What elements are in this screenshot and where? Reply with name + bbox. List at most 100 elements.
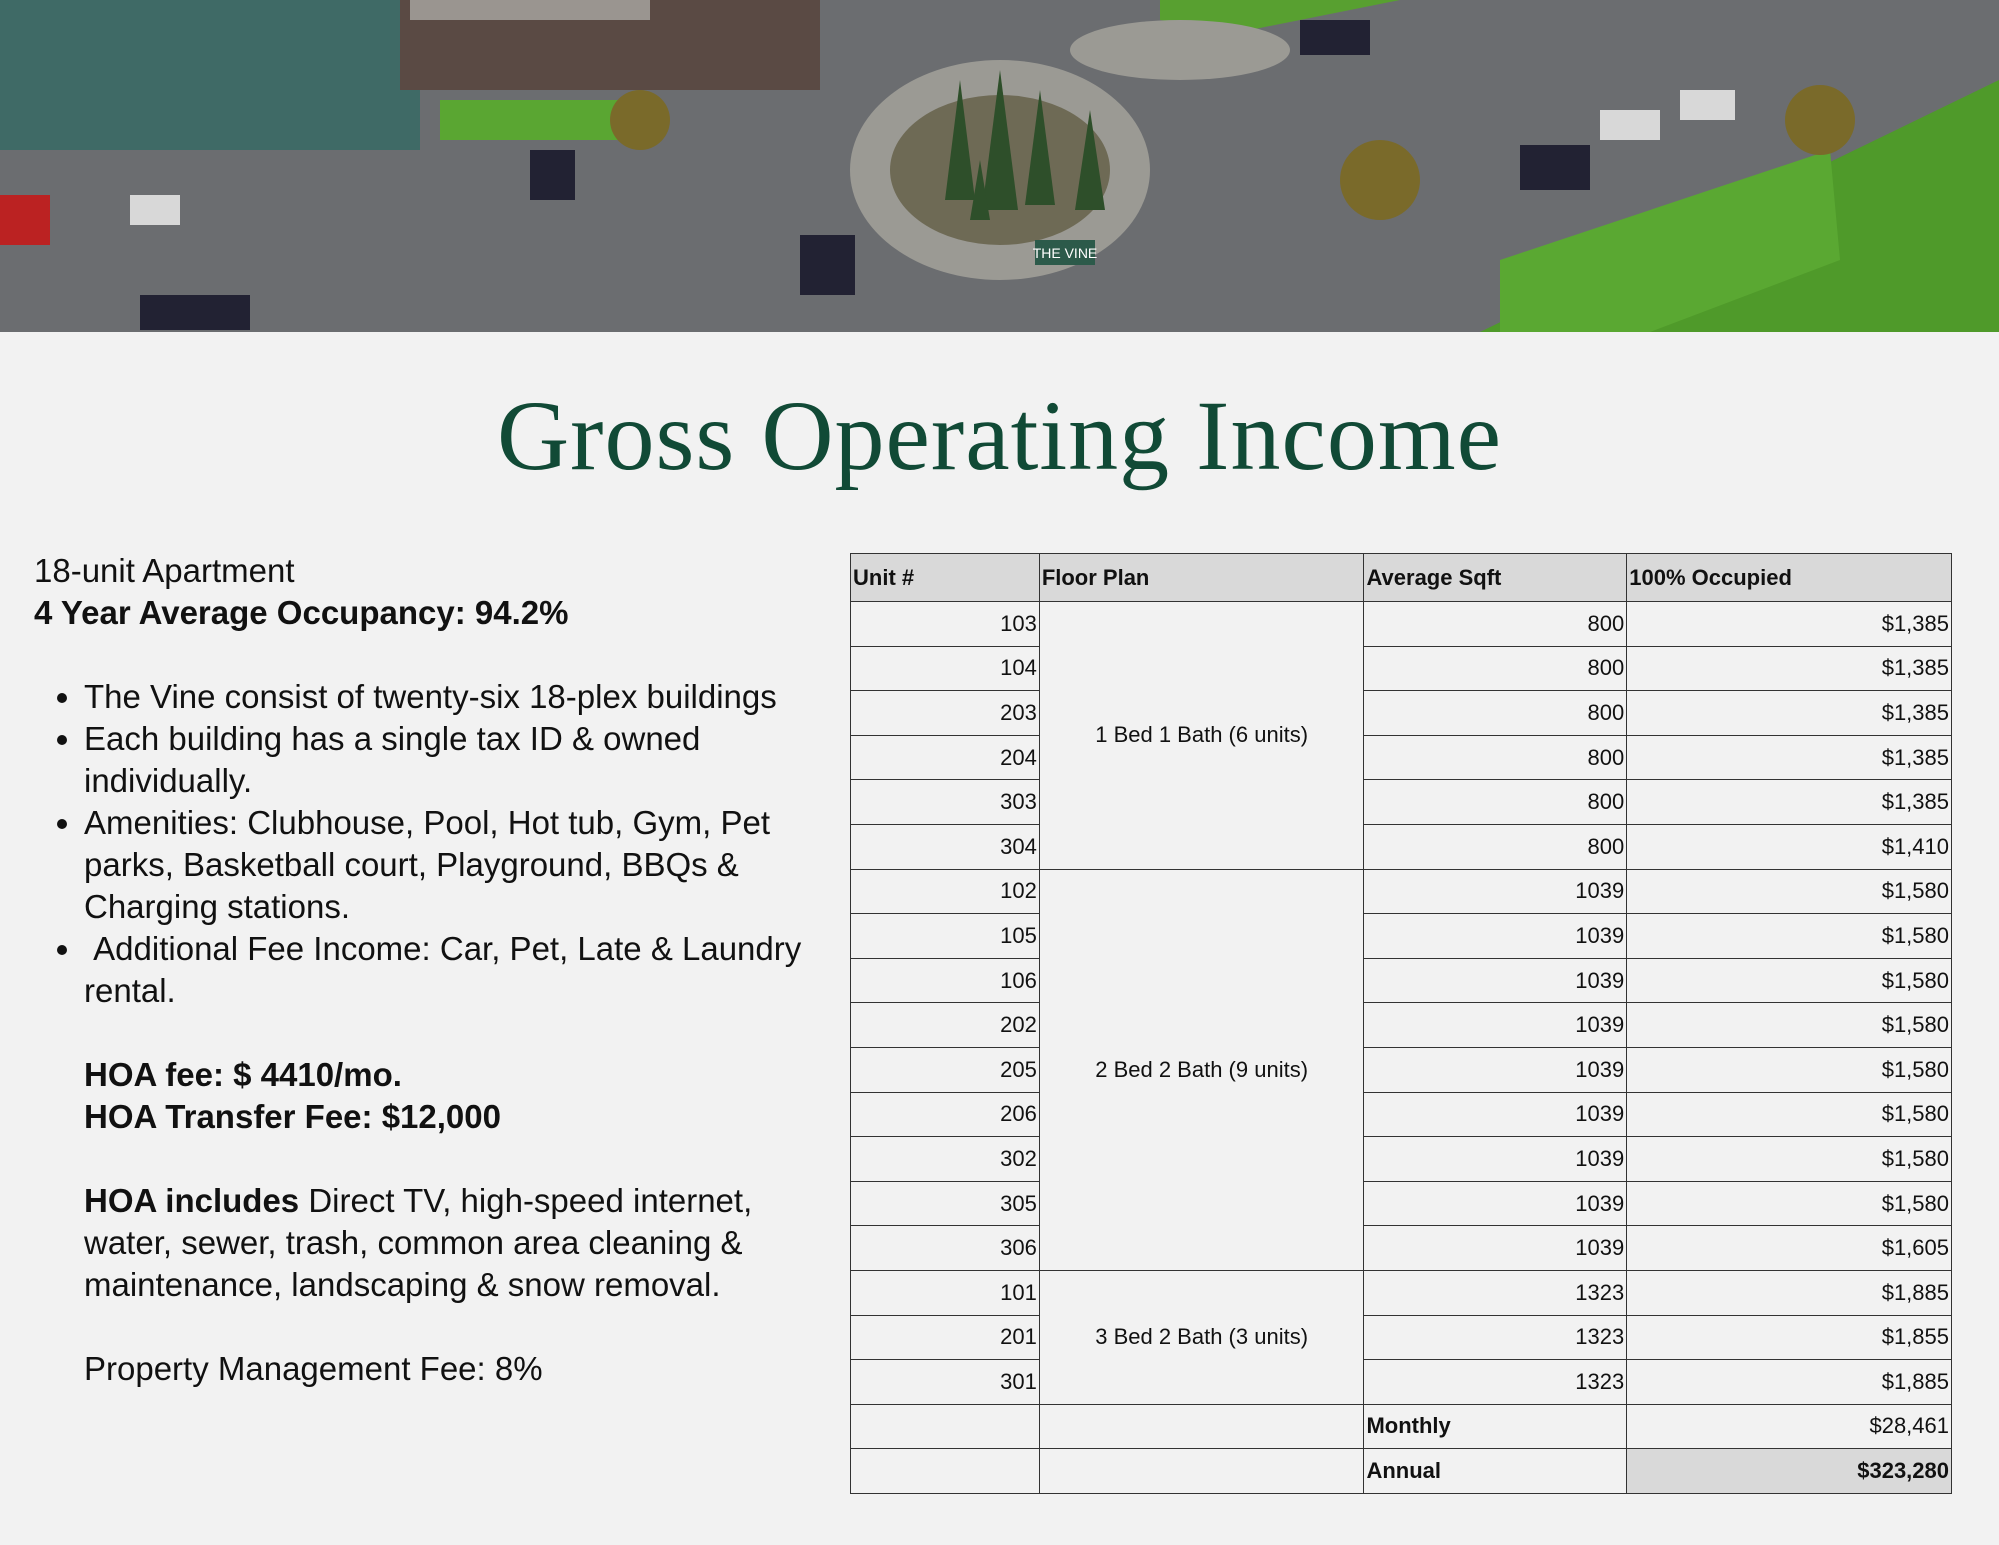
table-row: 306 1039 $1,605	[850, 1225, 1952, 1271]
rent-amount: $1,385	[1626, 645, 1952, 692]
rent-amount: $1,580	[1626, 957, 1952, 1004]
rent-amount: $1,885	[1626, 1359, 1952, 1405]
average-sqft: 1039	[1363, 1002, 1628, 1048]
vine-sign: THE VINE	[1033, 245, 1098, 261]
table-row: 106 1039 $1,580	[850, 957, 1952, 1004]
rent-amount: $1,385	[1626, 601, 1952, 647]
rent-amount: $1,885	[1626, 1269, 1952, 1316]
rent-amount: $1,580	[1626, 868, 1952, 915]
aerial-property-photo: THE VINE	[0, 0, 1999, 332]
annual-total-row: Annual $323,280	[850, 1448, 1952, 1494]
average-sqft: 1323	[1363, 1314, 1628, 1361]
average-sqft: 800	[1363, 645, 1628, 692]
average-sqft: 1323	[1363, 1269, 1628, 1316]
rent-amount: $1,410	[1626, 823, 1952, 870]
annual-label: Annual	[1363, 1448, 1628, 1494]
hoa-includes-label: HOA includes	[84, 1182, 300, 1219]
col-floor-plan: Floor Plan	[1038, 553, 1365, 602]
list-item: Amenities: Clubhouse, Pool, Hot tub, Gym…	[84, 802, 834, 928]
rent-amount: $1,580	[1626, 1136, 1952, 1182]
empty-cell	[1038, 1403, 1365, 1450]
rent-amount: $1,605	[1626, 1225, 1952, 1271]
unit-number: 105	[850, 913, 1040, 959]
empty-cell	[1038, 1448, 1365, 1494]
table-row: 205 1039 $1,580	[850, 1046, 1952, 1093]
rent-amount: $1,580	[1626, 1180, 1952, 1227]
rent-amount: $1,580	[1626, 1046, 1952, 1093]
unit-number: 305	[850, 1180, 1040, 1227]
rent-amount: $1,385	[1626, 734, 1952, 781]
average-sqft: 800	[1363, 734, 1628, 781]
rent-amount: $1,580	[1626, 913, 1952, 959]
rent-amount: $1,580	[1626, 1091, 1952, 1138]
unit-number: 201	[850, 1314, 1040, 1361]
table-row: 203 800 $1,385	[850, 690, 1952, 736]
unit-number: 203	[850, 690, 1040, 736]
unit-number: 106	[850, 957, 1040, 1004]
page-title: Gross Operating Income	[496, 380, 1503, 491]
management-fee: Property Management Fee: 8%	[84, 1350, 543, 1387]
average-sqft: 800	[1363, 779, 1628, 825]
rent-amount: $1,385	[1626, 690, 1952, 736]
hoa-fee: HOA fee: $ 4410/mo.	[84, 1056, 402, 1093]
monthly-label: Monthly	[1363, 1403, 1628, 1450]
annual-value: $323,280	[1626, 1448, 1952, 1494]
unit-number: 102	[850, 868, 1040, 915]
unit-number: 206	[850, 1091, 1040, 1138]
table-row: 102 2 Bed 2 Bath (9 units) 1039 $1,580	[850, 868, 1952, 1271]
col-sqft: Average Sqft	[1363, 553, 1628, 602]
empty-cell	[850, 1448, 1040, 1494]
property-summary: 18-unit Apartment 4 Year Average Occupan…	[34, 550, 834, 1390]
unit-number: 205	[850, 1046, 1040, 1093]
table-row: 303 800 $1,385	[850, 779, 1952, 825]
table-row: 202 1039 $1,580	[850, 1002, 1952, 1048]
occupancy: 4 Year Average Occupancy: 94.2%	[34, 594, 569, 631]
unit-number: 103	[850, 601, 1040, 647]
average-sqft: 1039	[1363, 957, 1628, 1004]
rent-amount: $1,385	[1626, 779, 1952, 825]
unit-number: 101	[850, 1269, 1040, 1316]
average-sqft: 1039	[1363, 1225, 1628, 1271]
unit-number: 301	[850, 1359, 1040, 1405]
table-row: 206 1039 $1,580	[850, 1091, 1952, 1138]
average-sqft: 1039	[1363, 1136, 1628, 1182]
unit-number: 304	[850, 823, 1040, 870]
hoa-includes-text: Direct TV, high-speed internet, water, s…	[84, 1182, 753, 1303]
average-sqft: 800	[1363, 690, 1628, 736]
unit-count: 18-unit Apartment	[34, 552, 295, 589]
floor-plan: 2 Bed 2 Bath (9 units)	[1038, 868, 1365, 1271]
col-occupied: 100% Occupied	[1626, 553, 1952, 602]
rent-amount: $1,580	[1626, 1002, 1952, 1048]
table-header-row: Unit # Floor Plan Average Sqft 100% Occu…	[850, 553, 1952, 602]
average-sqft: 1039	[1363, 868, 1628, 915]
table-row: 302 1039 $1,580	[850, 1136, 1952, 1182]
average-sqft: 1039	[1363, 1091, 1628, 1138]
rent-amount: $1,855	[1626, 1314, 1952, 1361]
unit-number: 104	[850, 645, 1040, 692]
list-item: Additional Fee Income: Car, Pet, Late & …	[84, 928, 834, 1012]
table-row: 101 3 Bed 2 Bath (3 units) 1323 $1,885	[850, 1269, 1952, 1405]
table-row: 304 800 $1,410	[850, 823, 1952, 870]
income-table: Unit # Floor Plan Average Sqft 100% Occu…	[850, 553, 1952, 1494]
empty-cell	[850, 1403, 1040, 1450]
average-sqft: 1039	[1363, 1180, 1628, 1227]
list-item: The Vine consist of twenty-six 18-plex b…	[84, 676, 834, 718]
monthly-total-row: Monthly $28,461	[850, 1403, 1952, 1450]
unit-number: 303	[850, 779, 1040, 825]
feature-list: The Vine consist of twenty-six 18-plex b…	[34, 676, 834, 1012]
hoa-transfer-fee: HOA Transfer Fee: $12,000	[84, 1098, 501, 1135]
average-sqft: 1323	[1363, 1359, 1628, 1405]
unit-number: 306	[850, 1225, 1040, 1271]
table-row: 301 1323 $1,885	[850, 1359, 1952, 1405]
average-sqft: 1039	[1363, 913, 1628, 959]
hoa-includes: HOA includes Direct TV, high-speed inter…	[34, 1180, 834, 1306]
table-row: 104 800 $1,385	[850, 645, 1952, 692]
floor-plan: 3 Bed 2 Bath (3 units)	[1038, 1269, 1365, 1405]
unit-number: 204	[850, 734, 1040, 781]
table-row: 201 1323 $1,855	[850, 1314, 1952, 1361]
table-row: 103 1 Bed 1 Bath (6 units) 800 $1,385	[850, 601, 1952, 870]
unit-number: 202	[850, 1002, 1040, 1048]
table-row: 105 1039 $1,580	[850, 913, 1952, 959]
table-row: 204 800 $1,385	[850, 734, 1952, 781]
table-row: 305 1039 $1,580	[850, 1180, 1952, 1227]
